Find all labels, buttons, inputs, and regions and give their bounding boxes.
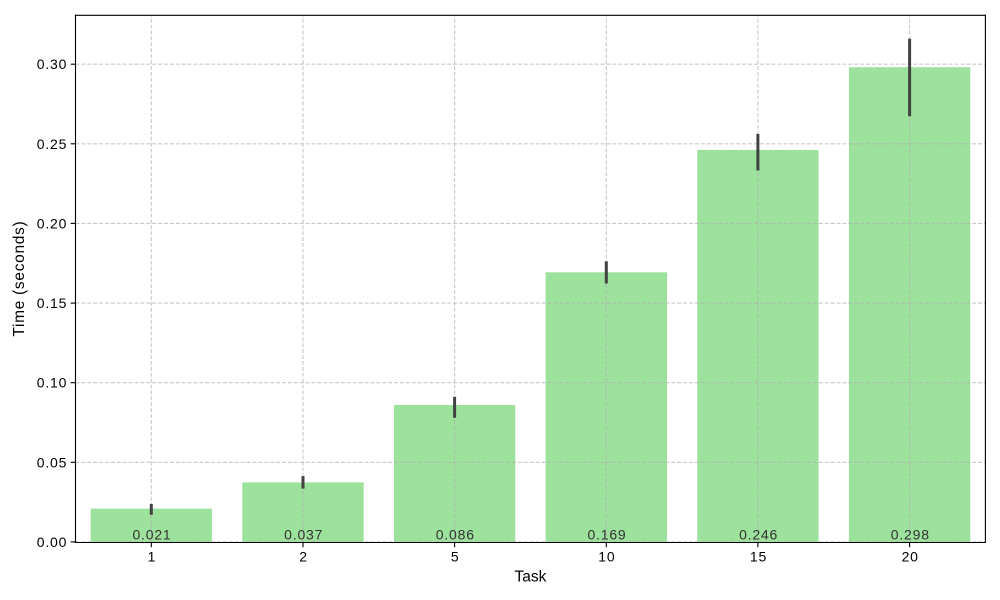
svg-text:Task: Task [514,569,546,586]
svg-text:0.00: 0.00 [37,534,67,550]
svg-text:10: 10 [598,549,615,565]
svg-text:0.021: 0.021 [132,526,171,542]
svg-text:5: 5 [451,549,460,565]
svg-text:0.05: 0.05 [37,454,67,470]
svg-text:0.037: 0.037 [284,526,323,542]
svg-text:0.30: 0.30 [37,56,67,72]
svg-text:15: 15 [750,549,767,565]
svg-text:2: 2 [299,549,308,565]
svg-text:20: 20 [902,549,919,565]
svg-text:0.246: 0.246 [739,526,778,542]
svg-text:0.298: 0.298 [891,526,930,542]
svg-text:Time (seconds): Time (seconds) [11,221,28,337]
svg-text:0.10: 0.10 [37,375,67,391]
svg-text:1: 1 [148,549,157,565]
svg-text:0.086: 0.086 [436,526,475,542]
svg-text:0.169: 0.169 [587,526,626,542]
svg-text:0.20: 0.20 [37,215,67,231]
svg-text:0.15: 0.15 [37,295,67,311]
svg-text:0.25: 0.25 [37,136,67,152]
